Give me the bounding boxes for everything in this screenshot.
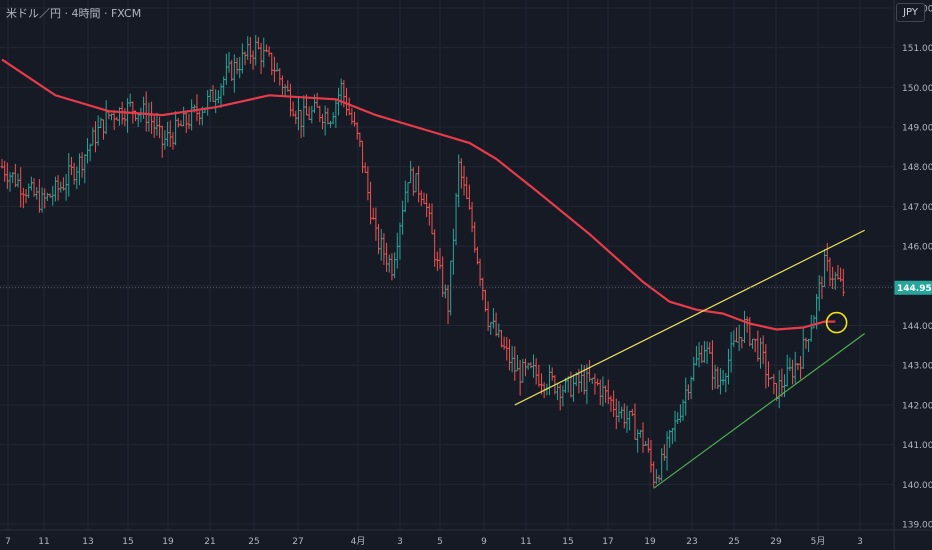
time-tick-label: 25 [248, 537, 259, 547]
currency-button[interactable]: JPY [896, 3, 925, 22]
moving-average-layer [1, 58, 836, 331]
time-tick-label: 4月 [351, 536, 366, 547]
time-tick-label: 17 [602, 537, 613, 547]
grid-lines [0, 0, 894, 530]
time-tick-label: 13 [82, 537, 93, 547]
symbol-title: 米ドル／円 · 4時間 · FXCM [6, 7, 142, 20]
time-tick-label: 19 [644, 537, 656, 547]
time-tick-label: 23 [686, 537, 697, 547]
time-axis[interactable]: 7 11 13 15 19 21 25 27 4月 3 5 9 11 15 17 19 23 25 29 5月 3 [5, 536, 863, 547]
time-tick-label: 21 [204, 537, 215, 547]
price-tick-label: 148.000 [902, 163, 932, 173]
highlight-circle [825, 311, 848, 334]
moving-average-line [1, 58, 836, 331]
price-tick-label: 143.000 [902, 362, 932, 372]
time-tick-label: 25 [728, 537, 739, 547]
price-tick-label: 139.000 [902, 521, 932, 531]
price-tick-label: 144.000 [902, 322, 932, 332]
time-tick-label: 11 [520, 537, 531, 547]
price-tick-label: 151.000 [902, 44, 932, 54]
price-tick-label: 149.000 [902, 124, 932, 134]
last-price-tag [894, 280, 932, 295]
time-tick-label: 15 [122, 537, 133, 547]
time-tick-label: 3 [397, 537, 403, 547]
price-tick-label: 141.000 [902, 441, 932, 451]
price-tick-label: 146.000 [902, 243, 932, 253]
price-axis[interactable]: 139.000 140.000 141.000 142.000 143.000 144.0… [902, 4, 932, 530]
time-tick-label: 19 [162, 537, 174, 547]
time-tick-label: 3 [857, 537, 863, 547]
time-tick-label: 5 [437, 537, 443, 547]
candles [0, 35, 845, 488]
time-tick-label: 11 [38, 537, 49, 547]
lower-trendline[interactable] [653, 332, 866, 489]
time-tick-label: 15 [562, 537, 573, 547]
time-tick-label: 9 [481, 537, 487, 547]
last-price-label: 144.953 [897, 284, 932, 294]
price-tick-label: 140.000 [902, 481, 932, 491]
time-tick-label: 7 [5, 537, 11, 547]
upper-trendline[interactable] [514, 229, 865, 406]
time-tick-label: 27 [292, 537, 303, 547]
price-tick-label: 147.000 [902, 203, 932, 213]
price-tick-label: 142.000 [902, 401, 932, 411]
time-tick-label: 29 [770, 537, 782, 547]
time-tick-label: 5月 [811, 536, 826, 547]
trendlines-layer[interactable] [514, 229, 866, 489]
price-tick-label: 150.000 [902, 84, 932, 94]
